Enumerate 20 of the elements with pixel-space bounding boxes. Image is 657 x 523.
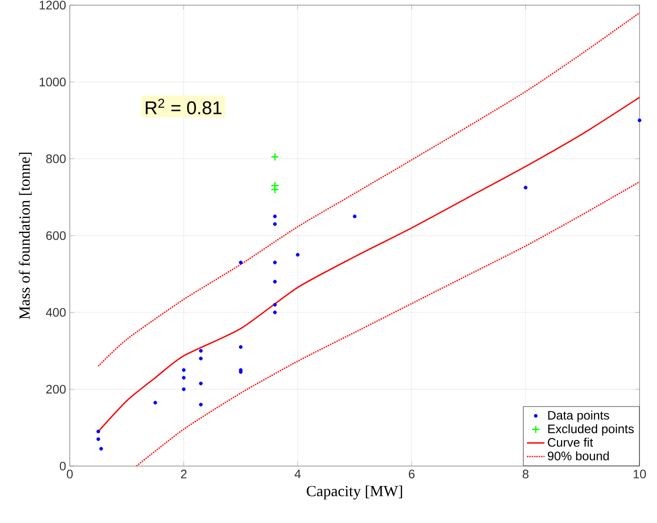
legend-label: Data points <box>548 410 610 422</box>
y-tick-label: 0 <box>60 462 66 471</box>
x-tick-label: 8 <box>522 470 528 479</box>
y-tick-label: 1200 <box>40 1 66 10</box>
y-tick-label: 400 <box>46 308 66 317</box>
y-tick-label: 800 <box>46 154 66 164</box>
x-tick-label: 2 <box>180 470 187 479</box>
y-tick-label: 600 <box>46 231 66 240</box>
x-tick-label: 4 <box>294 470 301 478</box>
y-tick-label: 1000 <box>40 78 66 87</box>
legend-label: Curve fit <box>548 438 593 448</box>
y-tick-label: 200 <box>46 385 66 394</box>
y-axis-title: Mass of foundation [tonne] <box>18 152 32 320</box>
x-tick-label: 6 <box>408 470 415 479</box>
x-tick-label: 10 <box>634 470 646 479</box>
annotation: R$^{2}$ = 0.81 <box>146 98 222 115</box>
legend-label: Excluded points <box>548 424 634 436</box>
x-axis-title: Capacity [MW] <box>306 486 402 500</box>
x-tick-label: 0 <box>66 470 73 479</box>
legend-label: 90% bound <box>548 452 609 461</box>
